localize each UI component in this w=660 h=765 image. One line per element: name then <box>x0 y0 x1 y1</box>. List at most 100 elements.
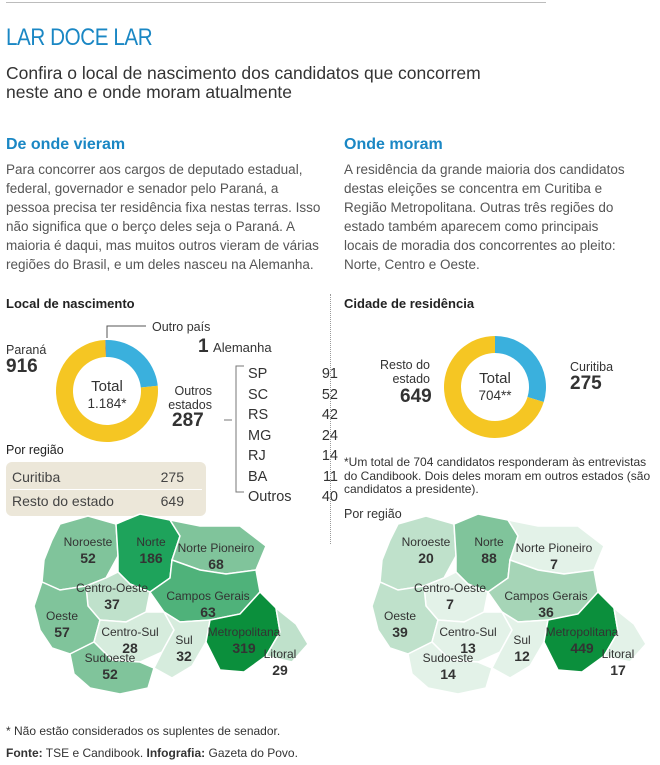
outro-pais-leader <box>106 325 146 338</box>
state-uf: SC <box>248 386 269 403</box>
map-value-centro-sul: 28 <box>122 640 138 656</box>
top-rule <box>6 2 546 3</box>
state-value: 91 <box>321 366 338 382</box>
state-row: MG 24 <box>248 428 338 448</box>
state-row: SP 91 <box>248 366 338 386</box>
left-text: Para concorrer aos cargos de deputado es… <box>6 162 321 272</box>
region-divider <box>10 489 202 490</box>
right-note: *Um total de 704 candidatos responderam … <box>344 455 651 496</box>
map-regions <box>371 513 647 695</box>
map-value-metropolitana: 449 <box>570 640 594 656</box>
map-value-sul: 12 <box>514 648 530 664</box>
outros-estados-value: 287 <box>172 410 204 431</box>
left-chart-title: Local de nascimento <box>6 296 135 311</box>
state-uf: MG <box>248 427 272 444</box>
alemanha-callout: 1 Alemanha <box>198 336 272 358</box>
region-litoral <box>602 606 647 663</box>
region-value: 275 <box>160 469 184 485</box>
credits: Fonte: TSE e Candibook. Infografia: Gaze… <box>6 746 298 760</box>
donut-slice-outros-estados <box>105 340 158 388</box>
map-value-norte: 186 <box>139 550 163 566</box>
map-value-centro-oeste: 7 <box>446 596 454 612</box>
map-label-noroeste: Noroeste <box>64 535 113 549</box>
map-label-sul: Sul <box>175 633 192 647</box>
map-label-noroeste: Noroeste <box>402 535 451 549</box>
map-label-centro-sul: Centro-Sul <box>439 625 496 639</box>
donut-slice-resto-do-estado <box>444 336 544 438</box>
region-row-resto: Resto do estado 649 <box>12 493 196 509</box>
left-por-regiao: Por região <box>6 443 64 457</box>
state-row: RJ 14 <box>248 448 338 468</box>
map-value-oeste: 57 <box>54 624 70 640</box>
map-value-noroeste: 20 <box>418 550 434 566</box>
states-bracket <box>224 365 244 493</box>
map-value-sul: 32 <box>176 648 192 664</box>
map-label-metropolitana: Metropolitana <box>208 625 281 639</box>
infografia-text: Gazeta do Povo. <box>205 746 298 760</box>
map-label-campos-gerais: Campos Gerais <box>166 589 249 603</box>
map-value-norte: 88 <box>481 550 497 566</box>
map-label-oeste: Oeste <box>46 609 78 623</box>
map-label-centro-sul: Centro-Sul <box>101 625 158 639</box>
region-sudoeste <box>69 641 155 695</box>
alemanha-label: Alemanha <box>213 340 272 355</box>
map-label-litoral: Litoral <box>264 647 297 661</box>
map-value-litoral: 17 <box>610 662 626 678</box>
donut-slice-curitiba <box>495 336 546 403</box>
map-label-norte: Norte <box>474 535 504 549</box>
map-label-sudoeste: Sudoeste <box>423 651 474 665</box>
footnote: * Não estão considerados os suplentes de… <box>6 724 281 738</box>
map-value-metropolitana: 319 <box>232 640 256 656</box>
map-label-oeste: Oeste <box>384 609 416 623</box>
donut1-total-label: Total <box>91 378 123 395</box>
state-uf: RJ <box>248 448 266 464</box>
state-row: Outros 40 <box>248 489 338 509</box>
column-divider <box>330 294 331 544</box>
state-uf: BA <box>248 468 268 485</box>
state-uf: SP <box>248 366 268 382</box>
right-chart-title: Cidade de residência <box>344 296 475 311</box>
region-name: Curitiba <box>12 469 61 485</box>
fonte-label: Fonte: <box>6 746 43 760</box>
donut2-total-label: Total <box>479 370 511 387</box>
region-litoral <box>264 606 309 663</box>
region-sudoeste <box>407 641 493 695</box>
map-label-centro-oeste: Centro-Oeste <box>76 581 148 595</box>
state-row: RS 42 <box>248 407 338 427</box>
page-title: LAR DOCE LAR <box>6 24 153 51</box>
state-value: 52 <box>321 386 338 403</box>
region-row-curitiba: Curitiba 275 <box>12 469 196 485</box>
resto-label: Resto do estado <box>379 358 430 386</box>
donut2-total-value: 704** <box>478 388 512 403</box>
right-por-regiao: Por região <box>344 507 402 521</box>
right-text: A residência da grande maioria dos candi… <box>344 162 625 272</box>
fonte-text: TSE e Candibook. <box>42 746 147 760</box>
map-value-centro-oeste: 37 <box>104 596 120 612</box>
map-value-oeste: 39 <box>392 624 408 640</box>
left-heading: De onde vieram <box>6 136 126 153</box>
map-label-campos-gerais: Campos Gerais <box>504 589 587 603</box>
parana-value: 916 <box>6 356 38 377</box>
alemanha-num: 1 <box>198 336 209 357</box>
map-label-sul: Sul <box>513 633 530 647</box>
region-sul <box>153 611 211 679</box>
state-value: 42 <box>321 407 338 423</box>
map-value-sudoeste: 52 <box>102 666 118 682</box>
map-label-norte-pioneiro: Norte Pioneiro <box>516 541 593 555</box>
state-uf: RS <box>248 407 269 423</box>
map-label-norte-pioneiro: Norte Pioneiro <box>178 541 255 555</box>
map-value-norte-pioneiro: 7 <box>550 556 558 572</box>
outros-estados-label: Outros estados <box>168 384 212 412</box>
state-value: 14 <box>321 448 338 464</box>
state-value: 40 <box>321 489 338 505</box>
map-value-litoral: 29 <box>272 662 288 678</box>
donut1-total-value: 1.184* <box>87 396 127 411</box>
page-subtitle: Confira o local de nascimento dos candid… <box>6 63 481 102</box>
region-name: Resto do estado <box>12 493 114 509</box>
curitiba-value: 275 <box>570 373 602 394</box>
right-heading: Onde moram <box>344 136 443 153</box>
state-row: BA 11 <box>248 469 338 489</box>
outro-pais-label: Outro país <box>152 320 211 334</box>
